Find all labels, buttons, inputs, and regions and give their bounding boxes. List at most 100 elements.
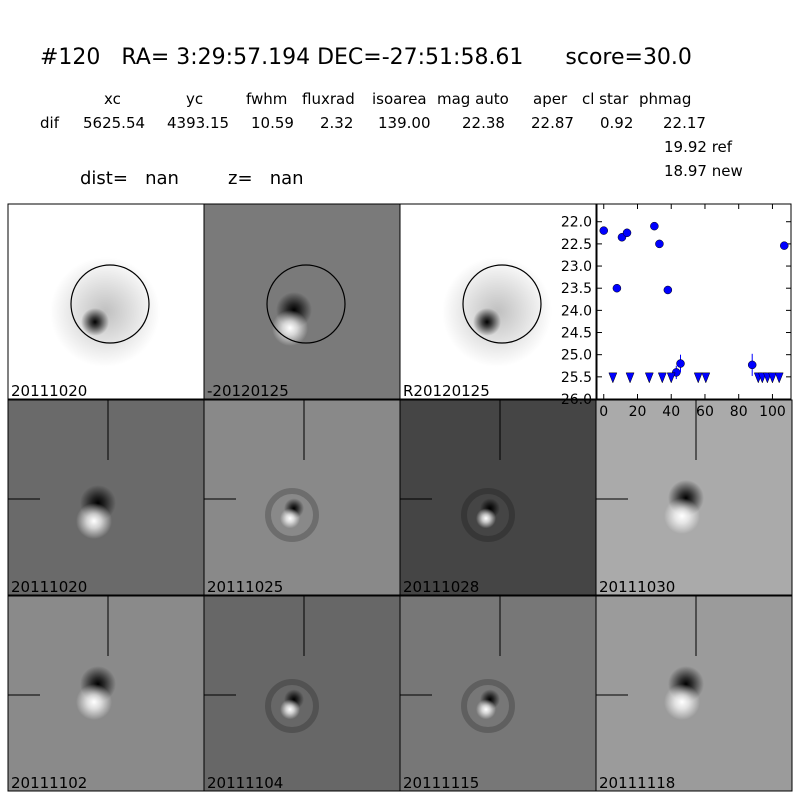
mag-note: 19.92 ref <box>664 138 733 156</box>
point <box>655 239 664 249</box>
column-header: xc <box>104 90 121 108</box>
y-tick-label: 23.0 <box>561 259 592 275</box>
source-light <box>76 684 112 720</box>
halo <box>442 257 552 367</box>
source <box>473 308 501 336</box>
point <box>676 359 685 368</box>
column-header: aper <box>533 90 568 108</box>
redshift: z= nan <box>228 168 304 189</box>
y-tick-label: 23.5 <box>561 281 592 297</box>
stamp: 20111028 <box>399 399 597 596</box>
source-light <box>476 699 496 720</box>
table-cell: 22.17 <box>663 114 706 132</box>
column-header: phmag <box>639 90 691 108</box>
ring <box>265 488 319 542</box>
upper-limit <box>666 372 676 384</box>
source-light <box>664 684 700 720</box>
stamp-label: 20111020 <box>11 578 87 596</box>
upper-limit <box>693 372 703 384</box>
ring <box>461 488 515 542</box>
upper-limit <box>657 372 667 384</box>
row-label: dif <box>40 114 60 132</box>
upper-limit <box>608 372 618 384</box>
upper-limit <box>625 372 635 384</box>
point <box>663 285 673 295</box>
stamps: 20111020 -20120125 R20120125 20111020 201110… <box>7 203 793 792</box>
column-header: cl star <box>582 90 629 108</box>
point <box>747 360 757 370</box>
source-light <box>476 508 496 529</box>
x-tick-label: 0 <box>599 404 608 420</box>
point <box>780 241 789 250</box>
stamp: 20111020 <box>7 399 205 596</box>
stamp: 20111102 <box>7 595 205 792</box>
y-tick-label: 25.0 <box>561 348 592 364</box>
source-light <box>280 699 300 720</box>
upper-limit <box>644 372 654 384</box>
upper-limit <box>701 372 711 384</box>
stamp: 20111104 <box>203 595 401 792</box>
y-tick-label: 24.0 <box>561 303 592 319</box>
halo <box>50 257 160 367</box>
mag-note: 18.97 new <box>664 162 743 180</box>
y-tick-label: 24.5 <box>561 326 592 342</box>
x-tick-label: 100 <box>759 404 786 420</box>
upper-limit <box>768 372 777 384</box>
x-tick-label: 40 <box>662 404 680 420</box>
aperture <box>462 264 542 344</box>
stamp: -20120125 <box>203 203 401 400</box>
aperture <box>70 264 150 344</box>
y-tick-label: 25.5 <box>561 370 592 386</box>
column-header: mag auto <box>437 90 509 108</box>
stamp: R20120125 <box>399 203 597 400</box>
column-header: fwhm <box>246 90 287 108</box>
stamp-label: 20111118 <box>599 774 675 792</box>
stamp-label: 20111025 <box>207 578 283 596</box>
ring <box>265 679 319 733</box>
point <box>599 226 608 235</box>
stamp-image <box>399 399 597 596</box>
stamp-label: 20111104 <box>207 774 283 792</box>
ring <box>461 679 515 733</box>
table-cell: 139.00 <box>378 114 431 132</box>
source-light <box>280 508 300 529</box>
y-tick-label: 22.5 <box>561 237 592 253</box>
table-cell: 10.59 <box>251 114 294 132</box>
stamp-label: 20111028 <box>403 578 479 596</box>
y-tick-label: 26.0 <box>561 392 592 408</box>
table-cell: 5625.54 <box>83 114 145 132</box>
aperture <box>266 264 346 344</box>
stamp-label: 20111020 <box>11 382 87 400</box>
x-tick-label: 60 <box>696 404 714 420</box>
title: #120 RA= 3:29:57.194 DEC=-27:51:58.61 sc… <box>40 45 692 70</box>
table-cell: 22.38 <box>462 114 505 132</box>
source-light <box>664 498 700 534</box>
dist: dist= nan <box>80 168 179 189</box>
stamp-label: 20111102 <box>11 774 87 792</box>
stamp-label: R20120125 <box>403 382 490 400</box>
stamp-label: 20111030 <box>599 578 675 596</box>
x-tick-label: 80 <box>730 404 748 420</box>
source-light <box>272 310 308 346</box>
table-cell: 0.92 <box>600 114 633 132</box>
upper-limit <box>774 372 784 384</box>
x-tick-label: 20 <box>629 404 647 420</box>
stamp: 20111118 <box>595 595 793 792</box>
source-light <box>76 503 112 539</box>
point <box>622 228 632 238</box>
stamp-label: 20111115 <box>403 774 479 792</box>
point <box>612 283 622 293</box>
column-header: isoarea <box>372 90 427 108</box>
table-cell: 22.87 <box>531 114 574 132</box>
stamp: 20111025 <box>203 399 401 596</box>
stamp: 20111030 <box>595 399 793 596</box>
stamp: 20111115 <box>399 595 597 792</box>
source <box>81 308 109 336</box>
stamp-image <box>203 399 401 596</box>
stamp: 20111020 <box>7 203 205 400</box>
stamp-label: -20120125 <box>207 382 289 400</box>
light-curve: 22.0 22.5 23.0 23.5 24.0 24.5 25.0 25.5 26.0 0 20 4… <box>561 203 792 420</box>
y-tick-label: 22.0 <box>561 215 592 231</box>
point <box>650 221 659 231</box>
